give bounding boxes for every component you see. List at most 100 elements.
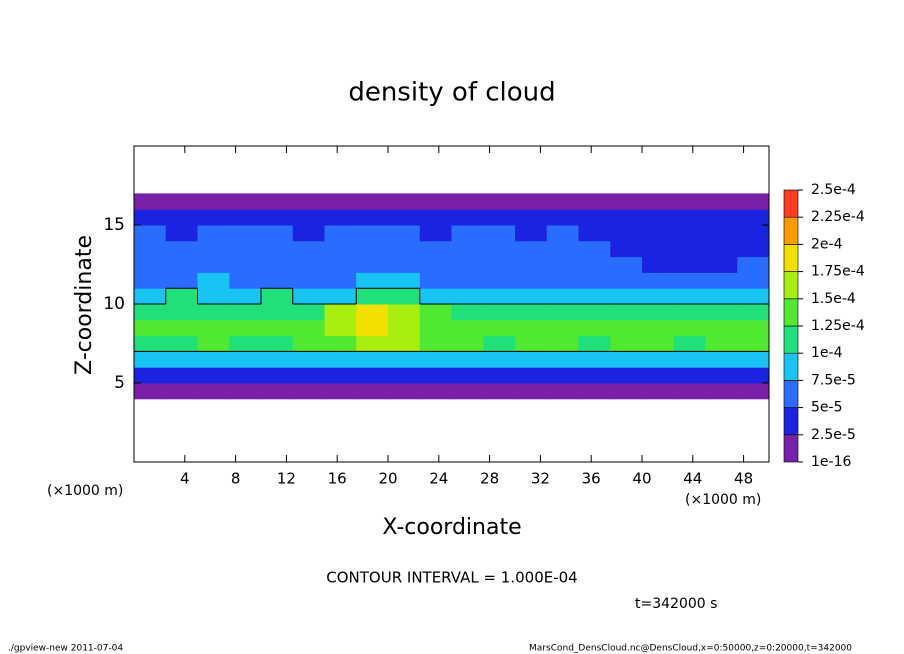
cell xyxy=(197,209,230,226)
cell xyxy=(419,240,452,258)
cell xyxy=(356,272,389,289)
cell xyxy=(673,383,706,400)
cell xyxy=(356,240,389,258)
x-tick-label: 24 xyxy=(429,470,448,488)
cell xyxy=(610,272,643,289)
cell xyxy=(515,304,548,321)
cell xyxy=(261,304,294,321)
cell xyxy=(388,240,421,258)
cell xyxy=(451,335,484,352)
cell xyxy=(673,209,706,226)
cell xyxy=(642,335,675,352)
cell xyxy=(705,272,738,289)
cell xyxy=(261,383,294,400)
cell xyxy=(546,319,579,337)
cell xyxy=(261,351,294,368)
cell xyxy=(419,304,452,321)
cell xyxy=(165,335,198,352)
cell xyxy=(610,209,643,226)
cell xyxy=(388,383,421,400)
cell xyxy=(292,193,325,210)
cell xyxy=(388,304,421,321)
colorbar-swatch xyxy=(783,216,799,245)
x-tick-label: 28 xyxy=(480,470,499,488)
cell xyxy=(419,272,452,289)
x-tick-label: 32 xyxy=(531,470,550,488)
cell xyxy=(388,256,421,273)
cell xyxy=(451,256,484,273)
cell xyxy=(578,335,611,352)
cell xyxy=(356,225,389,242)
cell xyxy=(737,319,770,337)
cell xyxy=(705,335,738,352)
cell xyxy=(483,367,516,384)
colorbar-swatch xyxy=(783,325,799,354)
cell xyxy=(134,367,167,384)
cell xyxy=(546,209,579,226)
cell xyxy=(229,304,262,321)
cell xyxy=(165,351,198,368)
contour-interval: CONTOUR INTERVAL = 1.000E-04 xyxy=(326,569,577,587)
cell xyxy=(197,335,230,352)
cell xyxy=(229,256,262,273)
cell xyxy=(165,272,198,289)
cell xyxy=(451,272,484,289)
cell xyxy=(197,288,230,305)
y-tick-label: 10 xyxy=(103,294,125,314)
cell xyxy=(610,240,643,258)
cell xyxy=(515,351,548,368)
cell xyxy=(261,209,294,226)
cell xyxy=(483,351,516,368)
x-tick-label: 20 xyxy=(378,470,397,488)
cell xyxy=(229,209,262,226)
cell xyxy=(737,193,770,210)
cell xyxy=(483,288,516,305)
cell xyxy=(737,351,770,368)
x-tick-label: 44 xyxy=(683,470,702,488)
cell xyxy=(292,256,325,273)
cell xyxy=(483,335,516,352)
cell xyxy=(546,256,579,273)
cell xyxy=(642,209,675,226)
cell xyxy=(610,319,643,337)
cell xyxy=(388,225,421,242)
cell xyxy=(737,335,770,352)
cell xyxy=(324,209,357,226)
cell xyxy=(705,304,738,321)
cell xyxy=(324,383,357,400)
cell xyxy=(673,272,706,289)
cell xyxy=(546,304,579,321)
cell xyxy=(229,351,262,368)
cell xyxy=(578,209,611,226)
cell xyxy=(134,240,167,258)
cell xyxy=(261,319,294,337)
cell xyxy=(546,383,579,400)
cell xyxy=(737,288,770,305)
cell xyxy=(292,383,325,400)
colorbar-label: 7.5e-5 xyxy=(811,372,856,388)
cell xyxy=(546,335,579,352)
cell xyxy=(515,288,548,305)
cell xyxy=(419,319,452,337)
cell xyxy=(642,225,675,242)
cell xyxy=(578,272,611,289)
colorbar-swatch xyxy=(783,352,799,381)
colorbar-label: 2.25e-4 xyxy=(811,209,865,225)
colorbar-label: 5e-5 xyxy=(811,400,842,416)
cell xyxy=(229,288,262,305)
cell xyxy=(451,351,484,368)
cell xyxy=(197,383,230,400)
cell xyxy=(134,383,167,400)
cell xyxy=(261,367,294,384)
cell xyxy=(610,193,643,210)
y-tick-label: 15 xyxy=(103,215,125,235)
cell xyxy=(610,351,643,368)
cell xyxy=(451,193,484,210)
cell xyxy=(324,256,357,273)
cell xyxy=(419,225,452,242)
cell xyxy=(197,351,230,368)
cell xyxy=(737,304,770,321)
cell xyxy=(197,240,230,258)
cell xyxy=(292,304,325,321)
